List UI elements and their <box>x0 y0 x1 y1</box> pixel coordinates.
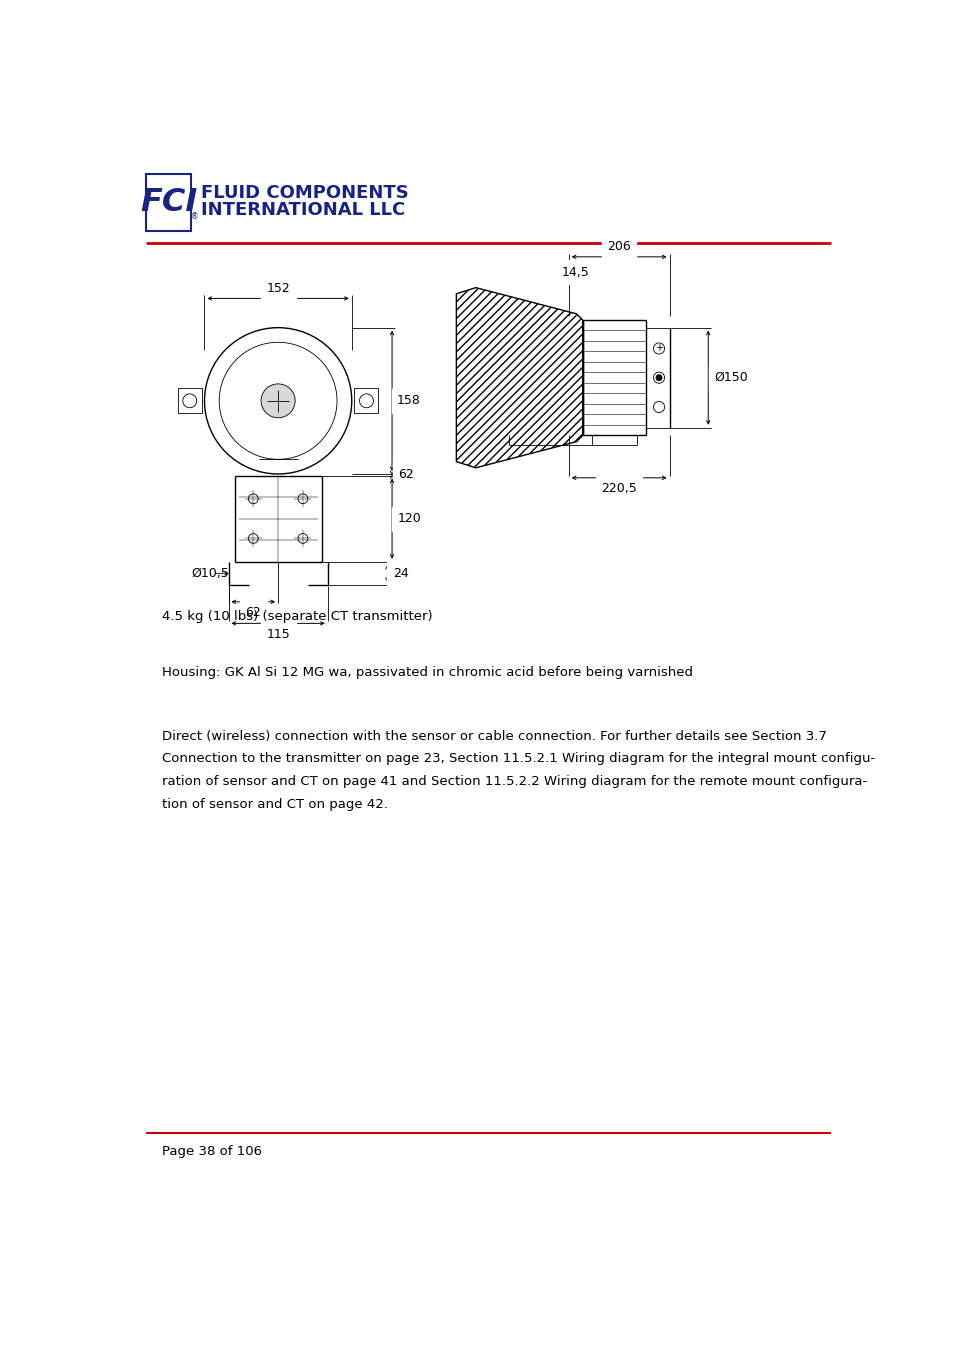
Text: +: + <box>655 343 662 354</box>
Text: Direct (wireless) connection with the sensor or cable connection. For further de: Direct (wireless) connection with the se… <box>162 730 826 743</box>
Text: ration of sensor and CT on page 41 and Section 11.5.2.2 Wiring diagram for the r: ration of sensor and CT on page 41 and S… <box>162 775 866 788</box>
Text: 206: 206 <box>607 239 630 253</box>
Circle shape <box>656 374 661 381</box>
Text: Page 38 of 106: Page 38 of 106 <box>162 1144 262 1158</box>
Text: 120: 120 <box>396 512 420 526</box>
Text: 115: 115 <box>266 628 290 640</box>
Text: FCI: FCI <box>140 186 197 218</box>
Text: Ø150: Ø150 <box>714 372 747 384</box>
Text: tion of sensor and CT on page 42.: tion of sensor and CT on page 42. <box>162 797 387 811</box>
Text: FLUID COMPONENTS: FLUID COMPONENTS <box>200 184 408 201</box>
Text: Housing: GK Al Si 12 MG wa, passivated in chromic acid before being varnished: Housing: GK Al Si 12 MG wa, passivated i… <box>162 666 692 678</box>
Text: Connection to the transmitter on page 23, Section 11.5.2.1 Wiring diagram for th: Connection to the transmitter on page 23… <box>162 753 874 765</box>
Text: Ø10,5: Ø10,5 <box>192 567 229 580</box>
Text: 62: 62 <box>397 469 414 481</box>
Text: ®: ® <box>191 212 198 222</box>
Text: INTERNATIONAL LLC: INTERNATIONAL LLC <box>200 201 404 219</box>
Text: 158: 158 <box>396 394 420 407</box>
Text: 220,5: 220,5 <box>600 482 637 494</box>
Circle shape <box>261 384 294 417</box>
Bar <box>146 174 192 231</box>
Text: 4.5 kg (10 lbs) (separate CT transmitter): 4.5 kg (10 lbs) (separate CT transmitter… <box>162 611 432 623</box>
Text: 62: 62 <box>245 607 261 619</box>
Text: 14,5: 14,5 <box>561 266 589 278</box>
Text: 152: 152 <box>266 282 290 295</box>
Text: 24: 24 <box>393 567 408 580</box>
Polygon shape <box>456 288 582 467</box>
